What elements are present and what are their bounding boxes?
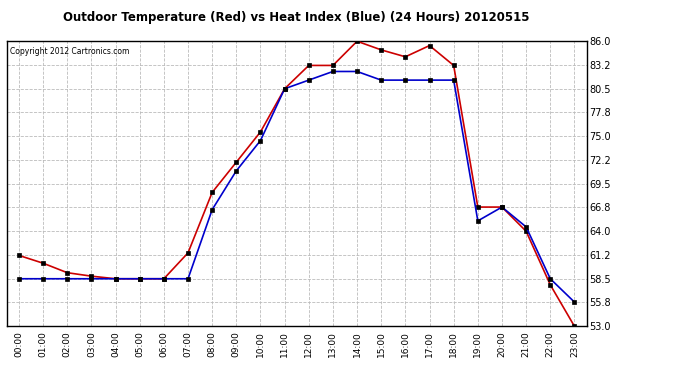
Text: Copyright 2012 Cartronics.com: Copyright 2012 Cartronics.com [10,47,129,56]
Text: Outdoor Temperature (Red) vs Heat Index (Blue) (24 Hours) 20120515: Outdoor Temperature (Red) vs Heat Index … [63,11,530,24]
